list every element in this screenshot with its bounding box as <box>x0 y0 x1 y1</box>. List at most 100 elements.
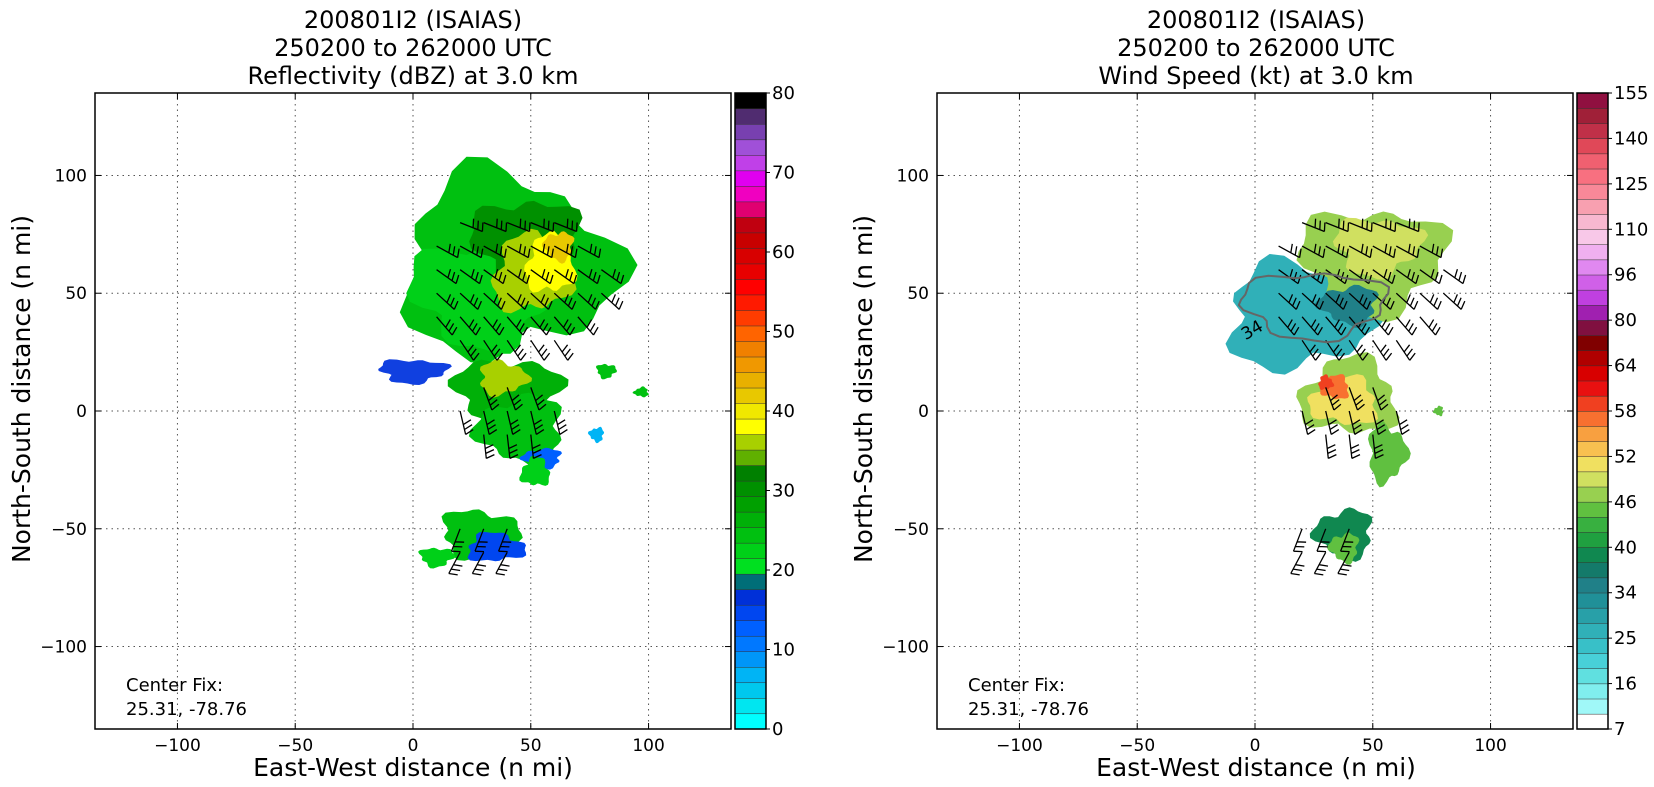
colorbar-segment <box>734 666 767 684</box>
colorbar-segment <box>1576 410 1609 427</box>
wind-barb <box>459 339 480 361</box>
title-line-1: 200801I2 (ISAIAS) <box>1147 6 1365 34</box>
wind-barb <box>436 292 459 310</box>
wind-barb <box>483 243 507 259</box>
reflectivity-echo <box>378 359 452 385</box>
colorbar-segment <box>1576 637 1609 654</box>
y-axis-label: North-South distance (n mi) <box>7 215 36 563</box>
wind-barb <box>1419 243 1444 259</box>
wind-barb <box>1348 243 1373 259</box>
colorbar-tick-label: 30 <box>772 481 795 502</box>
wind-barb <box>1278 316 1300 336</box>
wind-speed-echo <box>1368 421 1411 488</box>
colorbar-tick-label: 10 <box>772 640 795 661</box>
colorbar-tick-label: 25 <box>1614 628 1637 649</box>
colorbar-segment <box>1576 274 1609 291</box>
colorbar-segment <box>734 713 767 730</box>
wind-speed-echo <box>1307 374 1378 425</box>
colorbar-tick-label: 140 <box>1614 128 1648 149</box>
wind-barb <box>1348 316 1371 336</box>
colorbar-segment <box>1576 244 1609 261</box>
colorbar-tick-label: 125 <box>1614 174 1648 195</box>
wind-barb <box>530 292 553 310</box>
colorbar-segment <box>734 449 767 466</box>
y-tick-label: −100 <box>40 638 87 658</box>
colorbar-segment <box>1576 516 1609 533</box>
center-fix-label: Center Fix: <box>126 675 223 696</box>
wind-barb <box>1325 434 1337 459</box>
wind-barb <box>1372 218 1397 233</box>
colorbar-tick-label: 7 <box>1614 719 1625 740</box>
colorbar-segment <box>1576 259 1609 276</box>
colorbar-segment <box>734 387 767 404</box>
plot-frame <box>94 92 732 730</box>
wind-barb <box>577 316 599 336</box>
wind-barb <box>1348 387 1365 411</box>
colorbar-tick-label: 58 <box>1614 401 1637 422</box>
colorbar-segment <box>734 170 767 187</box>
wind-barb <box>459 243 484 259</box>
wind-barb <box>601 269 625 285</box>
colorbar-segment <box>734 123 767 141</box>
wind-barbs <box>436 218 625 576</box>
wind-barb <box>553 243 578 259</box>
colorbar-segment <box>1576 456 1609 473</box>
colorbar-tick-label: 40 <box>1614 537 1637 558</box>
reflectivity-echo <box>587 426 605 444</box>
y-tick-label: 0 <box>76 402 87 422</box>
x-tick-label: −50 <box>1119 736 1155 756</box>
wind-barb <box>1395 316 1418 336</box>
wind-barb <box>1419 269 1443 285</box>
wind-barb <box>1325 410 1340 435</box>
wind-barb <box>1325 316 1347 336</box>
wind-barb <box>459 292 482 310</box>
colorbar-tick-label: 110 <box>1614 219 1648 240</box>
wind-barb <box>1396 218 1420 233</box>
wind-barb <box>459 316 481 336</box>
colorbar-segment <box>734 185 767 203</box>
center-fix-label: Center Fix: <box>968 675 1065 696</box>
reflectivity-echo <box>418 547 456 569</box>
title-line-1: 200801I2 (ISAIAS) <box>304 6 522 34</box>
reflectivity-colorbar: 80 70 60 50 40 30 20 10 0 <box>734 83 795 740</box>
colorbar-segment <box>734 247 767 265</box>
wind-speed-echo <box>1319 374 1349 400</box>
colorbar-segment <box>734 604 767 621</box>
wind-barb <box>448 551 463 576</box>
wind-barb <box>1348 218 1373 233</box>
y-tick-label: −100 <box>882 638 929 658</box>
wind-barb <box>483 218 508 233</box>
wind-barb <box>1325 339 1346 361</box>
colorbar-segment <box>734 108 767 125</box>
x-tick-label: 100 <box>1474 736 1506 756</box>
colorbar-tick-label: 46 <box>1614 492 1637 513</box>
wind-barbs <box>1278 218 1467 576</box>
wind-barb <box>530 269 554 285</box>
wind-barb <box>1325 292 1348 310</box>
colorbar-segment <box>734 697 767 715</box>
colorbar-segment <box>734 278 767 296</box>
wind-barb <box>600 292 624 310</box>
title-line-2: 250200 to 262000 UTC <box>1117 34 1395 62</box>
colorbar-segment <box>1576 562 1609 579</box>
reflectivity-plot-area: −100 −50 0 50 100 −100 −50 0 50 100 <box>40 92 732 756</box>
colorbar-segment <box>1576 168 1609 185</box>
wind-barb <box>1395 292 1419 310</box>
wind-barb <box>553 316 576 336</box>
y-tick-label: 100 <box>55 166 87 186</box>
colorbar-segment <box>734 294 767 311</box>
wind-barb <box>1443 269 1467 285</box>
colorbar-segment <box>1576 486 1609 503</box>
wind-barb <box>1348 269 1373 285</box>
wind-barb <box>1301 316 1323 336</box>
wind-barb <box>483 339 504 361</box>
wind-speed-colorbar: 155 140 125 110 96 80 64 58 52 46 40 34 25 16 7 <box>1576 83 1648 740</box>
colorbar-segment <box>1576 229 1609 245</box>
wind-barb <box>483 387 500 411</box>
center-fix-value: 25.31, -78.76 <box>968 699 1089 720</box>
wind-barb <box>530 339 551 361</box>
wind-barb <box>506 269 531 285</box>
wind-barb <box>483 410 498 435</box>
wind-barb <box>1372 387 1389 411</box>
